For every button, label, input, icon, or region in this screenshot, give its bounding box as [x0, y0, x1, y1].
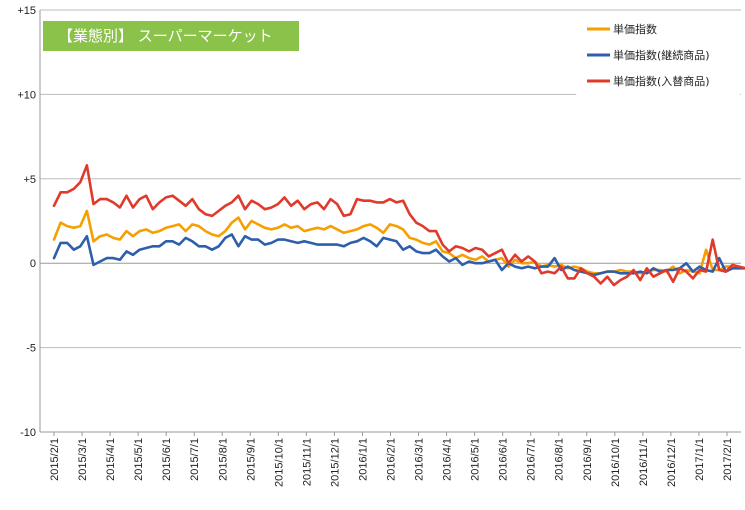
x-tick-label: 2016/1/1 [357, 438, 369, 481]
legend-label-1: 単価指数 [613, 22, 657, 36]
y-tick-label: -10 [20, 427, 36, 439]
x-tick-label: 2016/2/1 [386, 438, 398, 481]
y-tick-label: 0 [30, 258, 36, 270]
x-tick-label: 2016/8/1 [554, 438, 566, 481]
y-tick-label: +10 [17, 89, 36, 101]
series-lines [52, 164, 745, 287]
x-tick-label: 2017/2/1 [722, 438, 734, 481]
x-tick-label: 2016/6/1 [498, 438, 510, 481]
y-tick-label: -5 [26, 343, 36, 355]
x-tick-label: 2015/9/1 [245, 438, 257, 481]
chart-title-background [43, 21, 299, 51]
x-tick-label: 2016/5/1 [470, 438, 482, 481]
legend-label-3: 単価指数(入替商品) [613, 74, 710, 88]
x-tick-label: 2016/9/1 [582, 438, 594, 481]
x-tick-label: 2016/3/1 [414, 438, 426, 481]
x-tick-label: 2015/8/1 [217, 438, 229, 481]
x-tick-label: 2015/10/1 [273, 438, 285, 487]
chart-title-box: 【業態別】 スーパーマーケット [43, 21, 299, 51]
x-tick-label: 2016/12/1 [666, 438, 678, 487]
x-tick-label: 2016/11/1 [638, 438, 650, 486]
x-tick-label: 2015/4/1 [105, 438, 117, 481]
y-tick-label: +15 [17, 5, 36, 17]
x-tick-label: 2015/5/1 [133, 438, 145, 481]
x-tick-label: 2015/11/1 [301, 438, 313, 486]
x-tick-label: 2016/7/1 [526, 438, 538, 481]
x-axis-ticks: 2015/2/1 2015/3/1 2015/4/1 2015/5/1 2015/6/1… [49, 432, 734, 487]
legend-label-2: 単価指数(継続商品) [613, 48, 710, 62]
series-line-3 [52, 164, 745, 287]
x-tick-label: 2015/2/1 [49, 438, 61, 481]
y-tick-label: +5 [23, 174, 36, 186]
x-tick-label: 2015/3/1 [77, 438, 89, 481]
x-tick-label: 2016/10/1 [610, 438, 622, 487]
series-line-1 [52, 209, 741, 275]
chart-title: 【業態別】 スーパーマーケット [58, 27, 273, 45]
x-tick-label: 2015/6/1 [161, 438, 173, 481]
x-tick-label: 2015/7/1 [189, 438, 201, 481]
x-tick-label: 2015/12/1 [329, 438, 341, 487]
x-tick-label: 2017/1/1 [694, 438, 706, 481]
y-axis-ticks: +15 +10 +5 0 -5 -10 [17, 5, 36, 439]
x-tick-label: 2016/4/1 [442, 438, 454, 481]
